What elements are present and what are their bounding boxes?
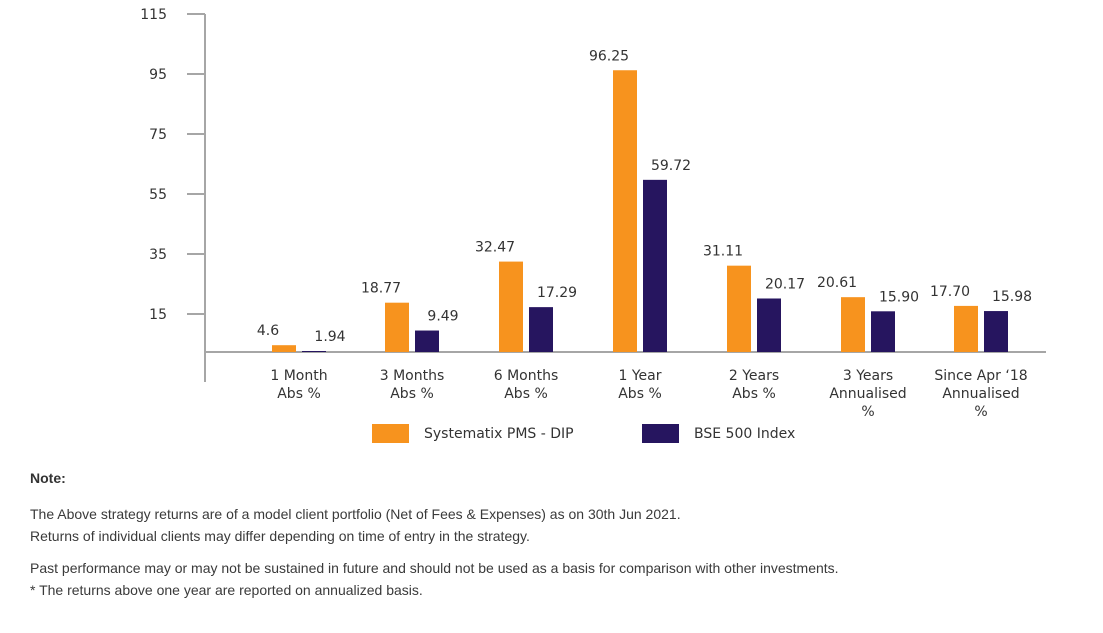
chart-axes: 115 95 75 55 35 15 xyxy=(140,7,1046,382)
value-label: 9.49 xyxy=(427,309,458,325)
bar-chart: 115 95 75 55 35 15 4.6 18.77 32.47 96.25 31.11 20.… xyxy=(140,7,1046,420)
legend-swatch-systematix xyxy=(372,424,409,443)
bar-bse500-5 xyxy=(871,311,895,352)
bar-bse500-4 xyxy=(757,298,781,352)
category-label: % xyxy=(861,404,874,420)
category-label: Abs % xyxy=(504,386,548,402)
notes-section: Note: The Above strategy returns are of … xyxy=(30,470,1090,601)
category-label: Abs % xyxy=(277,386,321,402)
category-label: Abs % xyxy=(618,386,662,402)
bar-systematix-5 xyxy=(841,297,865,352)
y-tick-label: 15 xyxy=(149,307,167,323)
bar-bse500-1 xyxy=(415,330,439,352)
bar-systematix-2 xyxy=(499,261,523,352)
value-label: 32.47 xyxy=(475,240,515,256)
note-line: Returns of individual clients may differ… xyxy=(30,528,530,544)
value-label: 17.70 xyxy=(930,284,970,300)
bar-bse500-3 xyxy=(643,179,667,352)
legend-item-bse500: BSE 500 Index xyxy=(642,424,795,443)
category-label: 1 Year xyxy=(619,368,662,384)
category-label: % xyxy=(974,404,987,420)
legend-item-systematix: Systematix PMS - DIP xyxy=(372,424,574,443)
value-label: 59.72 xyxy=(651,158,691,174)
bar-systematix-4 xyxy=(727,265,751,352)
value-label: 1.94 xyxy=(314,329,345,345)
value-label: 15.98 xyxy=(992,289,1032,305)
y-tick-label: 115 xyxy=(140,7,167,23)
bar-systematix-0 xyxy=(272,345,296,352)
chart-labels: 4.6 18.77 32.47 96.25 31.11 20.61 17.70 1.94 9.4… xyxy=(257,48,1032,420)
bar-systematix-6 xyxy=(954,305,978,352)
note-line: The Above strategy returns are of a mode… xyxy=(30,506,681,522)
category-label: 1 Month xyxy=(270,368,327,384)
y-tick-label: 55 xyxy=(149,187,167,203)
legend-label-bse500: BSE 500 Index xyxy=(694,425,796,442)
notes-title: Note: xyxy=(30,470,66,486)
bar-bse500-2 xyxy=(529,307,553,352)
category-label: Abs % xyxy=(390,386,434,402)
note-line: * The returns above one year are reporte… xyxy=(30,582,423,598)
value-label: 20.61 xyxy=(817,275,857,291)
value-label: 31.11 xyxy=(703,244,743,260)
note-line: Past performance may or may not be susta… xyxy=(30,560,839,576)
value-label: 20.17 xyxy=(765,276,805,292)
category-label: Since Apr ‘18 xyxy=(934,368,1027,384)
y-tick-label: 75 xyxy=(149,127,167,143)
category-label: Abs % xyxy=(732,386,776,402)
legend-swatch-bse500 xyxy=(642,424,679,443)
bar-systematix-1 xyxy=(385,302,409,352)
category-label: 6 Months xyxy=(494,368,559,384)
category-label: Annualised xyxy=(942,386,1019,402)
bar-bse500-0 xyxy=(302,351,326,352)
value-label: 4.6 xyxy=(257,323,279,339)
value-label: 17.29 xyxy=(537,285,577,301)
category-label: 3 Months xyxy=(380,368,445,384)
bar-systematix-3 xyxy=(613,70,637,352)
legend-label-systematix: Systematix PMS - DIP xyxy=(424,425,574,442)
bar-bse500-6 xyxy=(984,311,1008,352)
category-label: 3 Years xyxy=(843,368,893,384)
category-label: Annualised xyxy=(829,386,906,402)
y-tick-label: 35 xyxy=(149,247,167,263)
value-label: 96.25 xyxy=(589,48,629,64)
chart-bars xyxy=(272,70,1008,352)
category-label: 2 Years xyxy=(729,368,779,384)
value-label: 18.77 xyxy=(361,281,401,297)
value-label: 15.90 xyxy=(879,289,919,305)
y-tick-label: 95 xyxy=(149,67,167,83)
